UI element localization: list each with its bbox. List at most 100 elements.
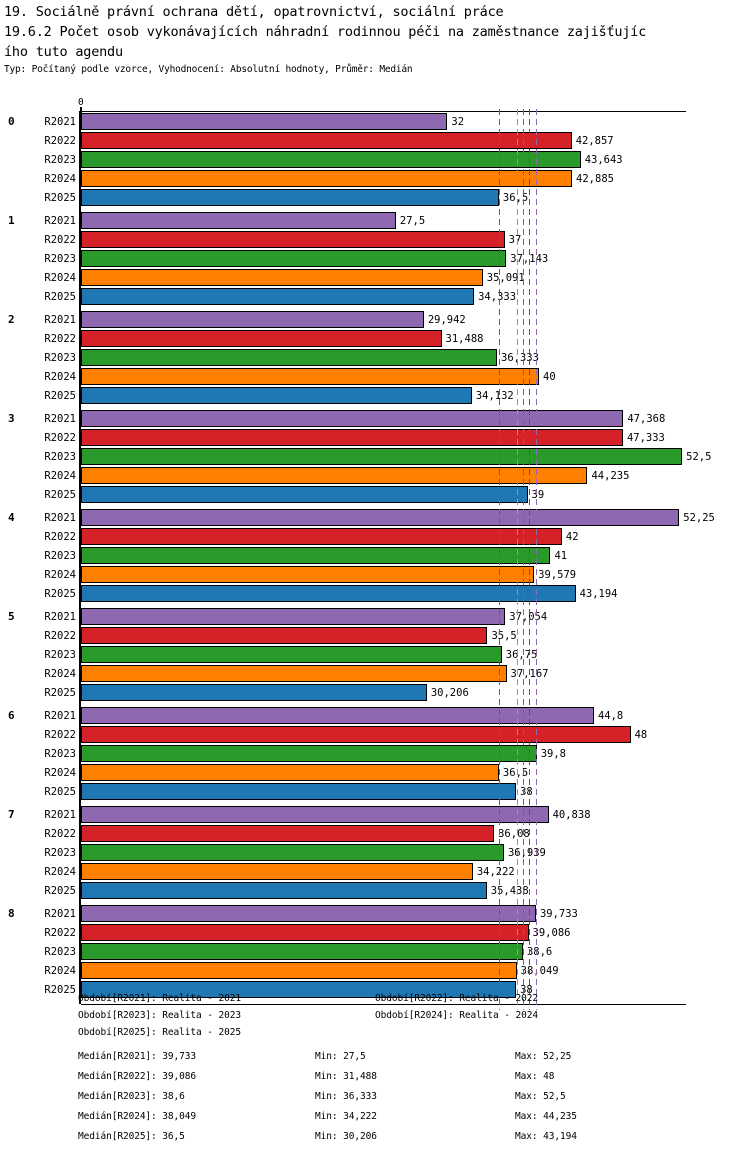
legend-max-stat: Max: 44,235	[515, 1111, 577, 1122]
median-line-r2023	[523, 109, 524, 1010]
bar-3-r2023[interactable]	[81, 448, 683, 465]
median-line-r2021	[536, 109, 537, 1010]
series-row-label-r2021: R2021	[44, 314, 76, 326]
bar-value-label: 36,08	[498, 828, 530, 840]
bar-value-label: 42	[565, 531, 579, 543]
bar-value-label: 39,733	[539, 908, 578, 920]
bar-3-r2022[interactable]	[81, 429, 623, 446]
bar-4-r2024[interactable]	[81, 566, 535, 583]
bar-6-r2024[interactable]	[81, 764, 499, 781]
bar-value-label: 48	[634, 729, 648, 741]
bar-0-r2025[interactable]	[81, 189, 499, 206]
bar-2-r2025[interactable]	[81, 387, 472, 404]
bar-0-r2023[interactable]	[81, 151, 581, 168]
page-title-line-3: ího tuto agendu	[4, 44, 123, 60]
legend-max-stat: Max: 52,5	[515, 1091, 566, 1102]
bar-7-r2022[interactable]	[81, 825, 495, 842]
series-row-label-r2023: R2023	[44, 451, 76, 463]
bar-0-r2024[interactable]	[81, 170, 573, 187]
bar-7-r2021[interactable]	[81, 806, 549, 823]
bar-2-r2024[interactable]	[81, 368, 539, 385]
series-row-label-r2024: R2024	[44, 668, 76, 680]
bar-4-r2021[interactable]	[81, 509, 680, 526]
group-index-label: 0	[8, 115, 15, 128]
bar-1-r2023[interactable]	[81, 250, 507, 267]
bar-8-r2025[interactable]	[81, 981, 517, 998]
bar-value-label: 43,643	[584, 154, 623, 166]
legend-median-stat: Medián[R2022]: 39,086	[78, 1071, 197, 1082]
bar-value-label: 34,222	[476, 866, 515, 878]
bar-3-r2024[interactable]	[81, 467, 588, 484]
group-index-label: 5	[8, 610, 15, 623]
bar-6-r2021[interactable]	[81, 707, 594, 724]
bar-6-r2023[interactable]	[81, 745, 537, 762]
bar-5-r2023[interactable]	[81, 646, 502, 663]
bar-1-r2024[interactable]	[81, 269, 483, 286]
bar-value-label: 41	[554, 550, 568, 562]
bar-7-r2025[interactable]	[81, 882, 487, 899]
series-row-label-r2025: R2025	[44, 687, 76, 699]
bar-value-label: 47,333	[626, 432, 665, 444]
group-index-label: 4	[8, 511, 15, 524]
group-index-label: 2	[8, 313, 15, 326]
series-row-label-r2021: R2021	[44, 215, 76, 227]
bar-value-label: 35,438	[490, 885, 529, 897]
axis-origin-tick	[80, 107, 82, 115]
legend-period-item: Období[R2023]: Realita - 2023	[78, 1010, 241, 1021]
group-index-label: 1	[8, 214, 15, 227]
legend-period-item: Období[R2025]: Realita - 2025	[78, 1027, 241, 1038]
bar-7-r2023[interactable]	[81, 844, 504, 861]
bar-2-r2021[interactable]	[81, 311, 424, 328]
bar-6-r2022[interactable]	[81, 726, 631, 743]
bar-value-label: 31,488	[445, 333, 484, 345]
bar-4-r2022[interactable]	[81, 528, 562, 545]
bar-value-label: 37	[508, 234, 522, 246]
legend-min-stat: Min: 36,333	[315, 1091, 377, 1102]
bar-5-r2024[interactable]	[81, 665, 507, 682]
bar-8-r2023[interactable]	[81, 943, 523, 960]
series-row-label-r2025: R2025	[44, 390, 76, 402]
bar-3-r2025[interactable]	[81, 486, 528, 503]
bar-2-r2023[interactable]	[81, 349, 497, 366]
bar-value-label: 42,885	[576, 173, 614, 185]
bar-value-label: 29,942	[427, 314, 466, 326]
bar-5-r2021[interactable]	[81, 608, 506, 625]
series-row-label-r2021: R2021	[44, 116, 76, 128]
group-index-label: 6	[8, 709, 15, 722]
bar-1-r2022[interactable]	[81, 231, 505, 248]
bar-7-r2024[interactable]	[81, 863, 473, 880]
legend-min-stat: Min: 34,222	[315, 1111, 377, 1122]
bar-1-r2021[interactable]	[81, 212, 396, 229]
legend-min-stat: Min: 30,206	[315, 1131, 377, 1142]
bar-1-r2025[interactable]	[81, 288, 475, 305]
series-row-label-r2024: R2024	[44, 173, 76, 185]
bar-3-r2021[interactable]	[81, 410, 624, 427]
bar-value-label: 42,857	[575, 135, 614, 147]
axis-left-line	[79, 111, 81, 1004]
legend-max-stat: Max: 52,25	[515, 1051, 572, 1062]
bar-4-r2025[interactable]	[81, 585, 576, 602]
bar-8-r2022[interactable]	[81, 924, 529, 941]
bar-0-r2022[interactable]	[81, 132, 572, 149]
bar-5-r2022[interactable]	[81, 627, 488, 644]
series-row-label-r2022: R2022	[44, 234, 76, 246]
bar-4-r2023[interactable]	[81, 547, 551, 564]
bar-6-r2025[interactable]	[81, 783, 517, 800]
bar-value-label: 40	[543, 371, 556, 383]
axis-origin-label: 0	[78, 97, 84, 108]
legend-median-stat: Medián[R2025]: 36,5	[78, 1131, 185, 1142]
bar-0-r2021[interactable]	[81, 113, 448, 130]
bar-value-label: 39,086	[532, 927, 571, 939]
series-row-label-r2021: R2021	[44, 512, 76, 524]
series-row-label-r2021: R2021	[44, 413, 76, 425]
bar-value-label: 32	[451, 116, 465, 128]
group-index-label: 7	[8, 808, 15, 821]
bar-5-r2025[interactable]	[81, 684, 427, 701]
bar-8-r2021[interactable]	[81, 905, 536, 922]
legend-median-stat: Medián[R2024]: 38,049	[78, 1111, 197, 1122]
series-row-label-r2022: R2022	[44, 432, 76, 444]
series-row-label-r2025: R2025	[44, 192, 76, 204]
bar-2-r2022[interactable]	[81, 330, 442, 347]
bar-8-r2024[interactable]	[81, 962, 517, 979]
bar-value-label: 39,8	[540, 748, 566, 760]
